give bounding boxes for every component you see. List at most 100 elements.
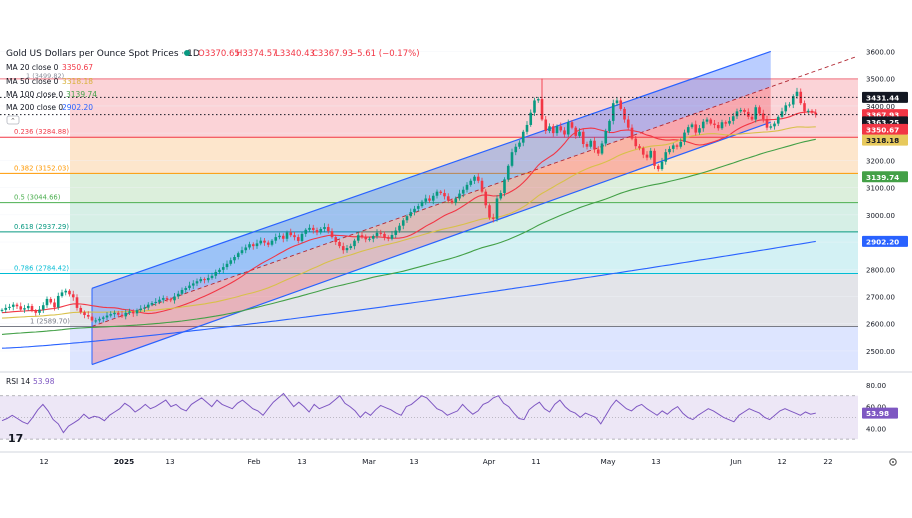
candle[interactable] <box>503 177 506 197</box>
candle[interactable] <box>356 231 360 244</box>
candle[interactable] <box>248 241 251 250</box>
candle[interactable] <box>761 109 765 123</box>
candle[interactable] <box>53 298 56 311</box>
candle[interactable] <box>236 251 240 260</box>
candle[interactable] <box>49 297 53 305</box>
candle[interactable] <box>364 234 368 243</box>
candle[interactable] <box>146 302 150 311</box>
candle[interactable] <box>589 138 593 149</box>
candle[interactable] <box>784 102 788 115</box>
candle[interactable] <box>465 182 469 193</box>
candle[interactable] <box>533 97 536 116</box>
candle[interactable] <box>266 240 270 248</box>
candle[interactable] <box>154 298 158 307</box>
candle[interactable] <box>371 234 375 243</box>
candle[interactable] <box>15 302 19 310</box>
candle[interactable] <box>45 296 49 308</box>
candle[interactable] <box>488 203 491 220</box>
candle[interactable] <box>461 186 465 198</box>
candle[interactable] <box>383 231 386 241</box>
candle[interactable] <box>353 238 356 250</box>
candle[interactable] <box>180 287 184 296</box>
candle[interactable] <box>773 121 776 130</box>
candle[interactable] <box>338 240 341 249</box>
candle[interactable] <box>113 310 116 318</box>
candle[interactable] <box>435 189 439 199</box>
legend-ma200-label[interactable]: MA 200 close 0 <box>6 103 63 112</box>
candle[interactable] <box>188 281 191 291</box>
candle[interactable] <box>735 108 739 119</box>
candle[interactable] <box>409 208 413 219</box>
candle[interactable] <box>41 302 45 314</box>
candle[interactable] <box>454 196 458 206</box>
candle[interactable] <box>638 144 641 151</box>
candle[interactable] <box>634 135 638 150</box>
candle[interactable] <box>281 233 285 243</box>
candle[interactable] <box>319 227 323 235</box>
candle[interactable] <box>806 108 810 114</box>
candle[interactable] <box>739 107 743 114</box>
candle[interactable] <box>326 223 330 234</box>
candle[interactable] <box>349 243 353 250</box>
candle[interactable] <box>484 189 488 209</box>
candle[interactable] <box>776 115 780 127</box>
candle[interactable] <box>214 269 218 279</box>
candle[interactable] <box>30 303 34 313</box>
candle[interactable] <box>574 126 578 139</box>
candle[interactable] <box>593 136 596 153</box>
candle[interactable] <box>529 109 533 127</box>
candle[interactable] <box>101 315 105 323</box>
candle[interactable] <box>165 295 169 302</box>
candle[interactable] <box>600 140 604 156</box>
candle[interactable] <box>578 128 581 139</box>
candle[interactable] <box>308 224 311 232</box>
candle[interactable] <box>476 173 480 184</box>
candle[interactable] <box>398 222 401 233</box>
candle[interactable] <box>679 138 683 149</box>
candle[interactable] <box>413 205 416 216</box>
candle[interactable] <box>630 124 634 141</box>
candle[interactable] <box>401 218 405 230</box>
candle[interactable] <box>368 236 371 242</box>
candle[interactable] <box>581 128 585 148</box>
candle[interactable] <box>439 190 443 195</box>
candle[interactable] <box>458 189 461 201</box>
candle[interactable] <box>536 96 540 103</box>
candle[interactable] <box>345 245 349 253</box>
candle[interactable] <box>386 235 390 242</box>
candle[interactable] <box>555 124 559 136</box>
candle[interactable] <box>98 316 101 323</box>
candle[interactable] <box>304 228 308 237</box>
settings-gear-icon[interactable] <box>889 458 897 466</box>
candle[interactable] <box>686 124 690 136</box>
candle[interactable] <box>668 146 671 155</box>
candle[interactable] <box>724 120 728 127</box>
candle[interactable] <box>79 305 83 315</box>
candle[interactable] <box>769 123 773 130</box>
candle[interactable] <box>416 203 420 212</box>
candle[interactable] <box>263 237 266 246</box>
candle[interactable] <box>26 303 30 311</box>
candle[interactable] <box>68 289 71 297</box>
candle[interactable] <box>240 246 244 255</box>
candle[interactable] <box>210 272 214 280</box>
candle[interactable] <box>8 303 11 311</box>
candle[interactable] <box>375 229 379 239</box>
candle[interactable] <box>139 305 143 313</box>
candle[interactable] <box>176 290 180 299</box>
candle[interactable] <box>566 119 570 137</box>
candle[interactable] <box>296 234 300 244</box>
candle[interactable] <box>563 127 566 138</box>
candle[interactable] <box>255 239 259 249</box>
candle[interactable] <box>323 223 326 233</box>
candle[interactable] <box>135 308 139 317</box>
candle[interactable] <box>11 302 15 311</box>
candle[interactable] <box>559 122 563 133</box>
candle[interactable] <box>105 312 109 321</box>
candle[interactable] <box>278 232 281 240</box>
candle[interactable] <box>56 292 60 310</box>
candle[interactable] <box>311 224 315 234</box>
candle[interactable] <box>233 254 236 264</box>
candle[interactable] <box>259 237 263 246</box>
candle[interactable] <box>315 227 319 236</box>
